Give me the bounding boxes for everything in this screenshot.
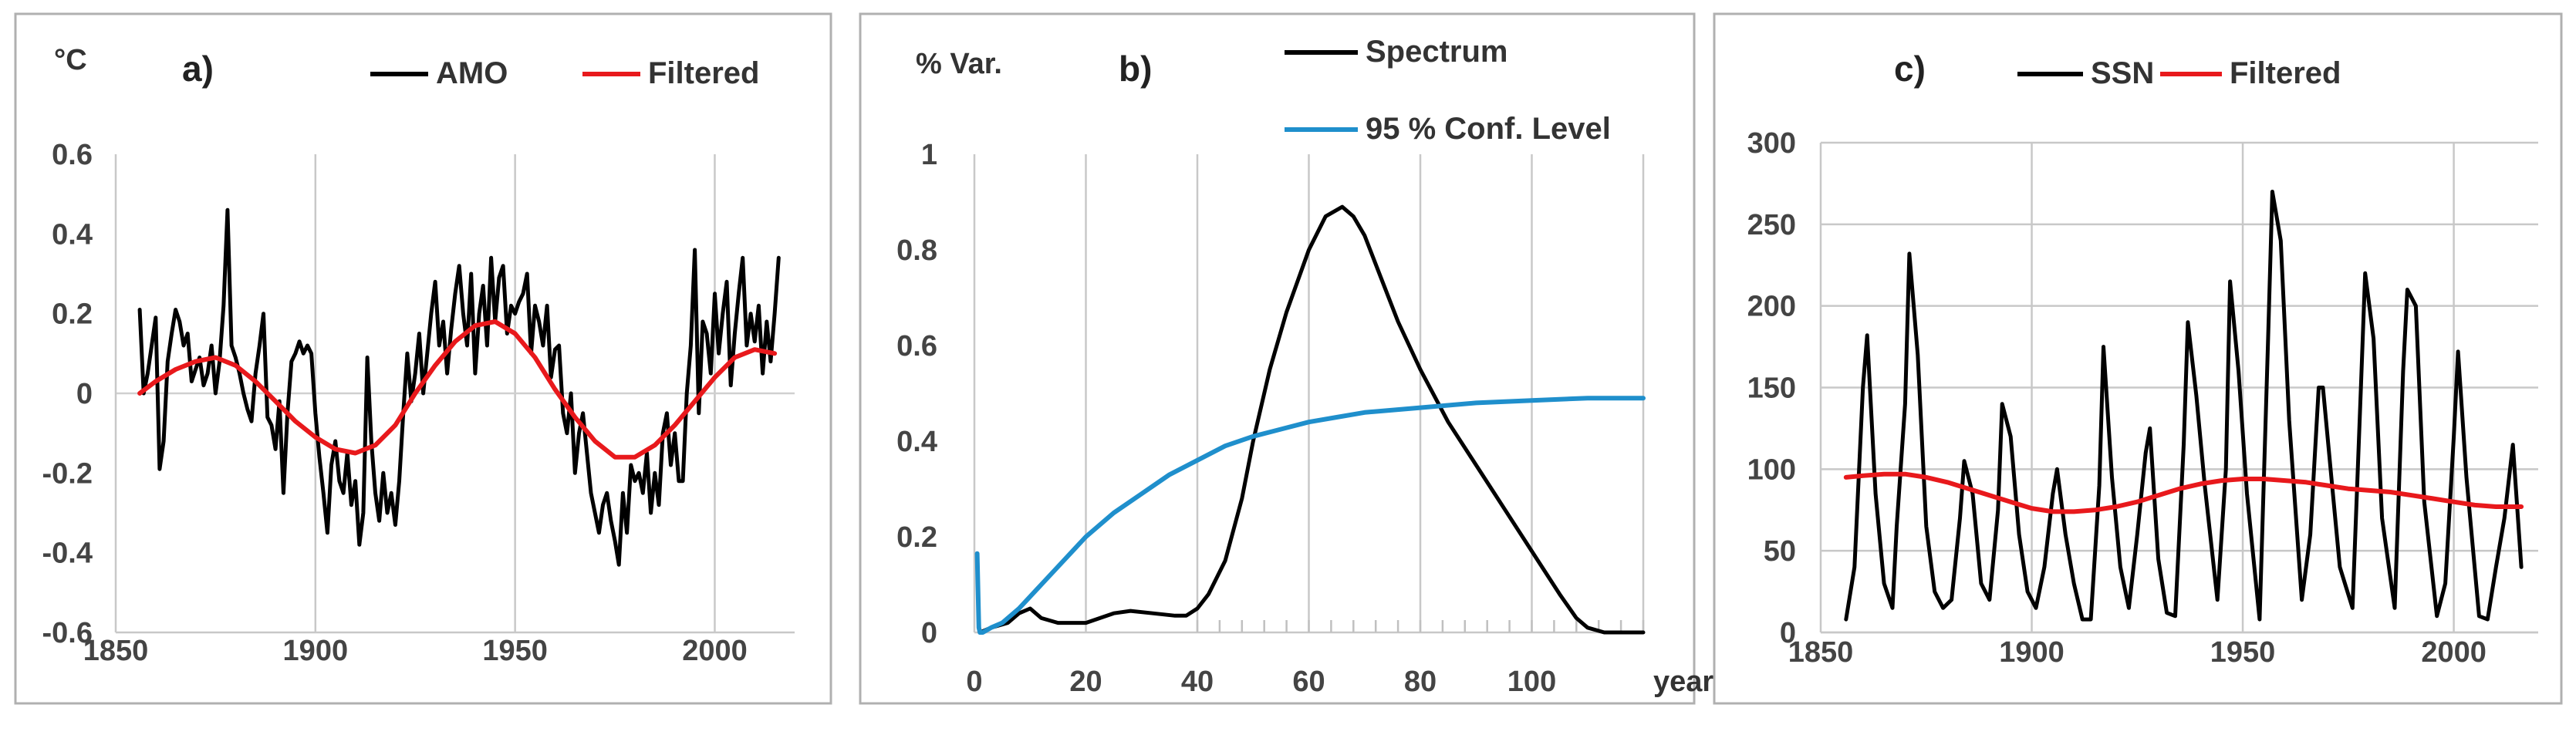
x-tick-label: 1950 bbox=[2210, 636, 2276, 669]
y-unit-label: % Var. bbox=[916, 48, 1002, 80]
y-tick-label: 100 bbox=[1747, 453, 1796, 486]
panel-c-ssn: 1850 1900 1950 2000 300 250 200 150 100 50 0 c) SSN F… bbox=[1713, 12, 2563, 705]
y-tick-label: 0 bbox=[921, 617, 937, 649]
panel-frame bbox=[859, 12, 1696, 705]
y-tick-label: 0.4 bbox=[52, 218, 93, 251]
x-tick-label: 2000 bbox=[2421, 636, 2487, 669]
series-line-filtered bbox=[137, 319, 778, 460]
legend-label: Filtered bbox=[648, 56, 759, 90]
y-tick-label: 300 bbox=[1747, 127, 1796, 160]
y-tick-label: 0 bbox=[76, 378, 93, 410]
y-tick-label: 1 bbox=[921, 139, 937, 171]
y-tick-label: -0.6 bbox=[42, 617, 93, 649]
y-tick-label: 0.2 bbox=[52, 298, 93, 331]
panel-label: c) bbox=[1894, 49, 1926, 89]
y-tick-label: 0.2 bbox=[896, 521, 937, 554]
panel-frame bbox=[1713, 12, 2563, 705]
y-tick-label: -0.4 bbox=[42, 538, 93, 570]
x-tick-label: 80 bbox=[1404, 666, 1437, 698]
panel-label: b) bbox=[1119, 49, 1152, 89]
panel-label: a) bbox=[182, 49, 214, 89]
y-tick-label: -0.2 bbox=[42, 457, 93, 490]
legend-label: SSN bbox=[2091, 56, 2154, 90]
y-tick-label: 0.6 bbox=[896, 330, 937, 362]
y-tick-label: 150 bbox=[1747, 373, 1796, 405]
x-tick-label: 40 bbox=[1181, 666, 1214, 698]
y-tick-label: 0.6 bbox=[52, 139, 93, 171]
x-tick-label: 1850 bbox=[1788, 636, 1854, 669]
x-tick-label: 1900 bbox=[283, 635, 349, 667]
x-tick-label: 1850 bbox=[83, 635, 149, 667]
legend-label: AMO bbox=[436, 56, 508, 90]
series-line-95-conf-level bbox=[974, 396, 1646, 635]
panel-a-amo: 1850 1900 1950 2000 0.6 0.4 0.2 0 -0.2 -0.4 -0.6 a)… bbox=[14, 12, 832, 705]
series-line-ssn bbox=[1844, 190, 2524, 622]
legend-label: 95 % Conf. Level bbox=[1366, 112, 1611, 146]
series-line-filtered bbox=[1843, 471, 2524, 514]
series-line-spectrum bbox=[977, 204, 1646, 635]
y-tick-label: 200 bbox=[1747, 291, 1796, 323]
x-tick-label: 100 bbox=[1507, 666, 1556, 698]
legend-label: Filtered bbox=[2230, 56, 2341, 90]
x-tick-label: 60 bbox=[1292, 666, 1325, 698]
x-tick-label: 1950 bbox=[482, 635, 548, 667]
x-tick-label: 1900 bbox=[1999, 636, 2065, 669]
y-tick-label: 0.4 bbox=[896, 426, 937, 458]
y-tick-label: 50 bbox=[1764, 535, 1796, 568]
y-tick-label: 0.8 bbox=[896, 234, 937, 267]
legend-label: Spectrum bbox=[1366, 35, 1508, 69]
series-line-amo bbox=[137, 207, 781, 567]
x-tick-label: 20 bbox=[1069, 666, 1102, 698]
x-tick-label: 2000 bbox=[682, 635, 748, 667]
y-unit-label: °C bbox=[54, 44, 87, 76]
y-tick-label: 0 bbox=[1780, 617, 1796, 649]
x-tick-label: 0 bbox=[966, 666, 982, 698]
y-tick-label: 250 bbox=[1747, 209, 1796, 241]
